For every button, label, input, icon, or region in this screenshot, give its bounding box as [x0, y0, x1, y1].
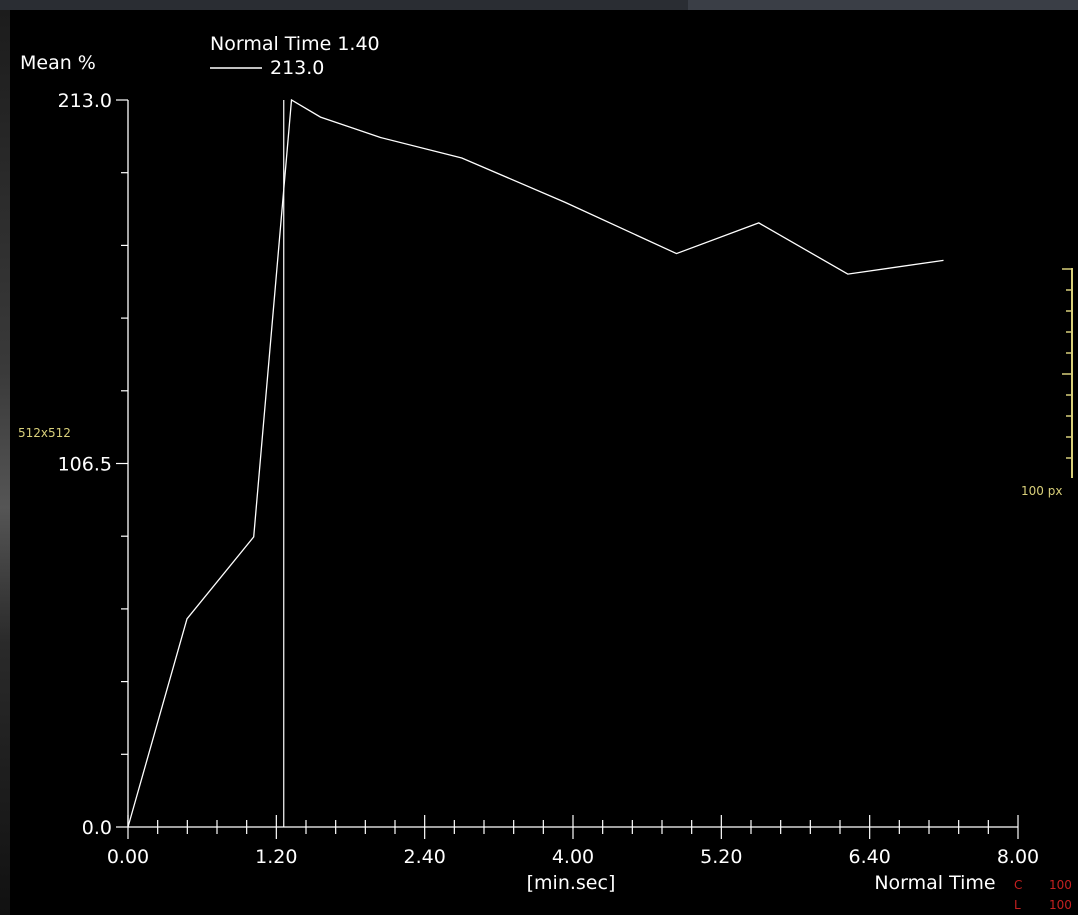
- y-tick-label: 106.5: [58, 454, 112, 476]
- x-tick-label: 4.00: [552, 846, 594, 868]
- series-line: [127, 98, 944, 828]
- window-level-value: 100: [1049, 898, 1072, 912]
- x-tick-label: 0.00: [107, 846, 149, 868]
- window-level-label: L: [1014, 898, 1021, 912]
- x-tick-label: 6.40: [849, 846, 891, 868]
- y-axis-label: Mean %: [20, 52, 96, 74]
- background-image-strip: [0, 10, 10, 915]
- title-bar-left: [0, 0, 688, 10]
- x-tick-label: 1.20: [255, 846, 297, 868]
- x-tick-label: 5.20: [700, 846, 742, 868]
- window-center-value: 100: [1049, 878, 1072, 892]
- title-bar: [0, 0, 1078, 10]
- resolution-label: 512x512: [18, 426, 71, 440]
- chart-tick-labels: 0.0 106.5 213.0 0.00 1.20 2.40 4.00 5.20 6.40 8.0…: [58, 90, 1040, 868]
- chart-ticks: [116, 99, 1019, 839]
- x-tick-label: 2.40: [404, 846, 446, 868]
- y-tick-label: 213.0: [58, 90, 112, 112]
- scale-ruler: [1062, 268, 1073, 478]
- scale-label: 100 px: [1021, 484, 1063, 498]
- window-center-label: C: [1014, 878, 1023, 892]
- x-tick-label: 8.00: [997, 846, 1039, 868]
- y-tick-label: 0.0: [82, 817, 112, 839]
- chart-axes: [127, 100, 1018, 828]
- x-axis-label: [min.sec]: [527, 872, 616, 894]
- legend-title: Normal Time 1.40: [210, 33, 380, 55]
- legend-entry: 213.0: [270, 57, 324, 79]
- x-axis-secondary-label: Normal Time: [874, 872, 995, 894]
